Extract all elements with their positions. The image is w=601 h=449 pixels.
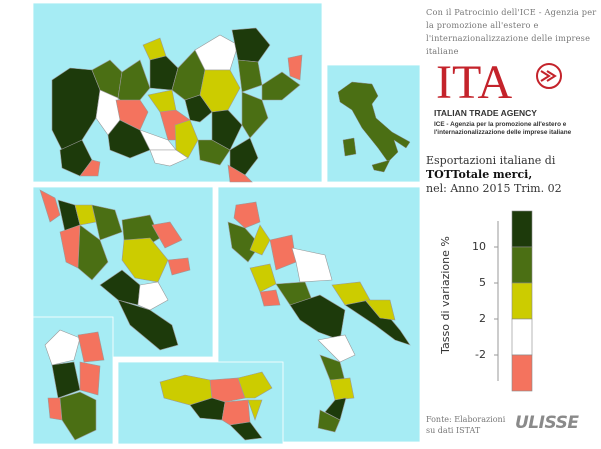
legend-title: Tasso di variazione % <box>439 236 452 355</box>
logo-arrows <box>540 70 557 82</box>
logo-name: ITALIAN TRADE AGENCY <box>434 108 537 118</box>
brand: ULISSE <box>515 413 579 433</box>
map-sardinia <box>44 329 105 441</box>
legend-swatch <box>511 318 533 356</box>
map-title: Esportazioni italiane di TOTTotale merci… <box>426 154 562 196</box>
logo-subtitle: ICE - Agenzia per la promozione all'este… <box>434 121 572 136</box>
map-panels <box>32 2 421 445</box>
title-line: Esportazioni italiane di <box>426 154 556 167</box>
ita-logo: ITA <box>436 56 562 109</box>
source: Fonte: Elaborazioni su dati ISTAT <box>426 415 506 435</box>
title-line: TOTTotale merci, <box>426 168 533 181</box>
legend-tick-label: 10 <box>472 240 486 253</box>
logo-mark: ITA <box>436 62 512 102</box>
map-south <box>227 201 411 433</box>
patronage-note: Con il Patrocinio dell'ICE - Agenzia per… <box>426 7 597 56</box>
map-center <box>39 189 191 351</box>
legend-swatch <box>511 210 533 248</box>
legend-swatch <box>511 354 533 392</box>
legend-swatch <box>511 246 533 284</box>
map-sicily <box>159 371 273 441</box>
legend-swatch <box>511 282 533 320</box>
logo: ITA ITALIAN TRADE AGENCY ICE - Agenzia p… <box>434 56 594 137</box>
title-line: nel: Anno 2015 Trim. 02 <box>426 182 562 195</box>
legend-tick-label: 2 <box>479 312 486 325</box>
map-italy <box>337 81 411 173</box>
map-north <box>51 27 303 183</box>
legend-tick-label: 5 <box>479 276 486 289</box>
legend: Tasso di variazione % 10 5 2 -2 <box>439 210 533 392</box>
legend-tick-label: -2 <box>475 348 486 361</box>
